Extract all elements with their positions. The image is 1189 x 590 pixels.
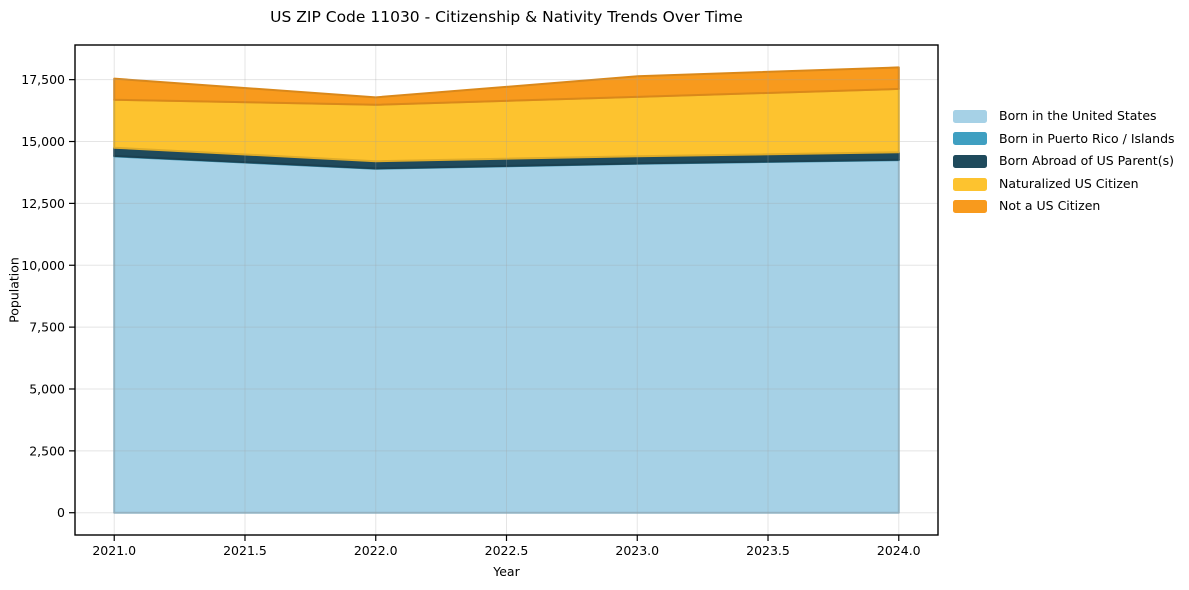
legend-label: Not a US Citizen xyxy=(999,198,1101,214)
y-tick-label: 10,000 xyxy=(21,258,65,273)
area-series-4 xyxy=(113,66,900,106)
chart-title: US ZIP Code 11030 - Citizenship & Nativi… xyxy=(270,8,743,26)
y-tick-label: 7,500 xyxy=(29,320,65,335)
x-tick-label: 2021.0 xyxy=(92,543,136,558)
x-axis-label: Year xyxy=(493,564,520,579)
y-tick-label: 15,000 xyxy=(21,134,65,149)
legend-label: Born in the United States xyxy=(999,108,1157,124)
x-tick-label: 2021.5 xyxy=(223,543,267,558)
legend-swatch-icon xyxy=(953,200,987,214)
x-tick-label: 2022.0 xyxy=(354,543,398,558)
y-axis-label: Population xyxy=(6,257,22,323)
legend-label: Naturalized US Citizen xyxy=(999,175,1139,191)
y-tick-label: 0 xyxy=(57,505,65,520)
y-tick-label: 17,500 xyxy=(21,72,65,87)
x-tick-label: 2023.0 xyxy=(615,543,659,558)
legend-swatch-icon xyxy=(953,177,987,191)
y-tick-label: 2,500 xyxy=(29,443,65,458)
y-tick-label: 5,000 xyxy=(29,381,65,396)
legend-swatch-icon xyxy=(953,132,987,146)
x-tick-label: 2023.5 xyxy=(746,543,790,558)
legend-item-4: Not a US Citizen xyxy=(953,195,1175,218)
legend: Born in the United States Born in Puerto … xyxy=(953,105,1175,218)
legend-swatch-icon xyxy=(953,109,987,123)
x-tick-label: 2024.0 xyxy=(877,543,921,558)
y-tick-label: 12,500 xyxy=(21,196,65,211)
legend-label: Born Abroad of US Parent(s) xyxy=(999,153,1174,169)
legend-label: Born in Puerto Rico / Islands xyxy=(999,130,1175,146)
legend-item-3: Naturalized US Citizen xyxy=(953,173,1175,196)
x-tick-label: 2022.5 xyxy=(485,543,529,558)
legend-item-0: Born in the United States xyxy=(953,105,1175,128)
legend-item-2: Born Abroad of US Parent(s) xyxy=(953,150,1175,173)
legend-item-1: Born in Puerto Rico / Islands xyxy=(953,128,1175,151)
legend-swatch-icon xyxy=(953,154,987,168)
